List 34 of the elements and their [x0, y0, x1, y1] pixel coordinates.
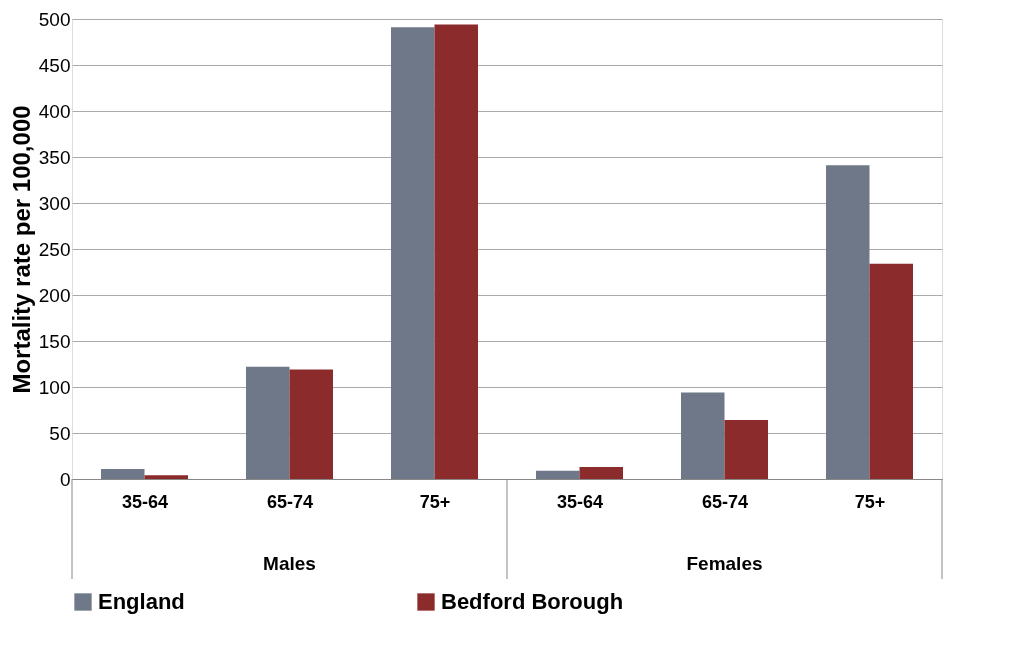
bar [289, 369, 333, 479]
y-tick-label: 300 [38, 192, 71, 214]
x-tick-label: 65-74 [266, 491, 314, 512]
y-axis-title: Mortality rate per 100,000 [7, 105, 35, 394]
y-tick-label: 100 [38, 376, 71, 398]
bar [536, 470, 580, 479]
x-tick-label: 65-74 [701, 491, 749, 512]
bar [724, 420, 768, 479]
x-tick-label: 75+ [419, 491, 451, 512]
bar [434, 24, 478, 479]
x-tick-label: 35-64 [556, 491, 604, 512]
text: Females [686, 553, 763, 574]
y-tick-label: 350 [38, 146, 71, 168]
y-tick-label: 450 [38, 54, 71, 76]
y-tick-label: 0 [59, 468, 71, 490]
bar [246, 366, 290, 479]
y-tick-label: 500 [38, 8, 71, 30]
text: Males [263, 553, 316, 574]
x-tick-label: 75+ [854, 491, 886, 512]
bar [579, 467, 623, 479]
x-tick-label: 35-64 [121, 491, 169, 512]
y-tick-label: 150 [38, 330, 71, 352]
y-tick-label: 400 [38, 100, 71, 122]
bar [869, 263, 913, 479]
legend-label: England [98, 589, 185, 614]
legend-label: Bedford Borough [441, 589, 624, 614]
bar [391, 27, 435, 479]
bar [826, 165, 870, 479]
y-tick-label: 250 [38, 238, 71, 260]
y-tick-label: 200 [38, 284, 71, 306]
y-tick-label: 50 [49, 422, 71, 444]
bar [101, 468, 145, 479]
bar [144, 475, 188, 479]
bar [681, 392, 725, 479]
